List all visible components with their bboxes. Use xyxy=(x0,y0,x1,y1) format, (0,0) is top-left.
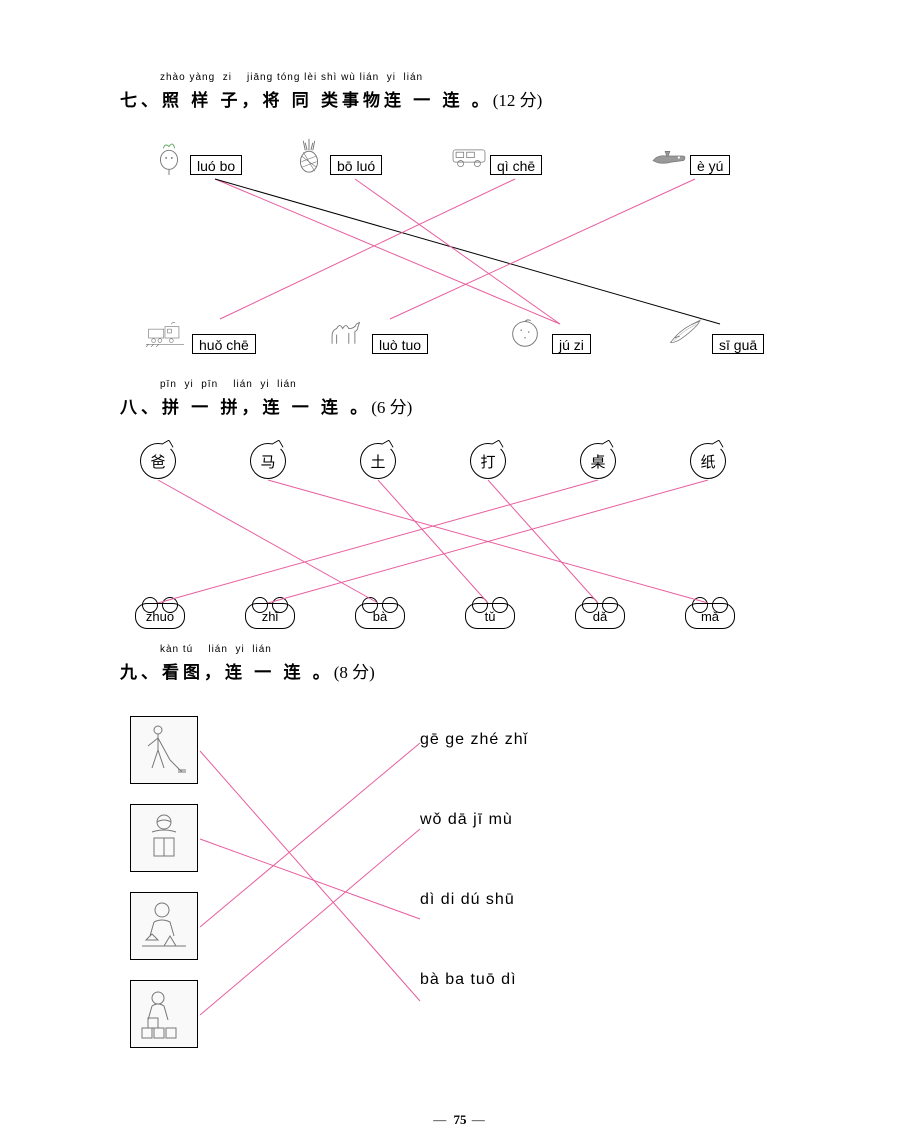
s9-text: wǒ dā jī mù xyxy=(420,811,528,829)
s8-char: 土 xyxy=(360,443,396,479)
s8-char: 爸 xyxy=(140,443,176,479)
section9-ruby: kàn tú lián yi lián xyxy=(160,644,272,655)
s8-char: 桌 xyxy=(580,443,616,479)
s7-label: luò tuo xyxy=(372,334,428,354)
s7-top-item: è yú xyxy=(650,137,730,175)
s8-char: 纸 xyxy=(690,443,726,479)
s8-char: 打 xyxy=(470,443,506,479)
s7-bottom-item: sī guā xyxy=(660,309,764,354)
section8-ruby: pīn yi pīn lián yi lián xyxy=(160,379,297,390)
s7-top-item: luó bo xyxy=(150,137,242,175)
s7-icon-pineapple xyxy=(290,137,328,175)
section9-header: kàn tú lián yi lián 九、看图，连 一 连 。(8 分) xyxy=(120,658,820,683)
s7-label: luó bo xyxy=(190,155,242,175)
section8-points: (6 分) xyxy=(371,398,412,417)
s8-char: 马 xyxy=(250,443,286,479)
s7-icon-orange xyxy=(500,309,550,354)
s9-pic-blocks xyxy=(130,980,198,1048)
s9-text: bà ba tuō dì xyxy=(420,971,528,989)
s7-label: sī guā xyxy=(712,334,764,354)
s9-text: dì di dú shū xyxy=(420,891,528,909)
section8-body: 爸 马 土 打 桌 纸 zhuō zhǐ bà tǔ dǎ mǎ xyxy=(120,428,820,658)
s7-icon-croc xyxy=(650,137,688,175)
s7-bottom-item: luò tuo xyxy=(320,309,428,354)
section7-number: 七、 xyxy=(120,91,162,110)
section7-ruby: zhào yàng zi jiāng tóng lèi shì wù lián … xyxy=(160,72,423,83)
section7-header: zhào yàng zi jiāng tóng lèi shì wù lián … xyxy=(120,86,820,111)
s7-icon-luffa xyxy=(660,309,710,354)
s7-label: bō luó xyxy=(330,155,382,175)
s7-label: è yú xyxy=(690,155,730,175)
s7-icon-radish xyxy=(150,137,188,175)
s7-bottom-item: jú zi xyxy=(500,309,591,354)
s8-pinyin: zhǐ xyxy=(245,603,295,629)
s9-pic-read xyxy=(130,804,198,872)
s9-text: gē ge zhé zhǐ xyxy=(420,731,528,749)
s8-pinyin: tǔ xyxy=(465,603,515,629)
section9-points: (8 分) xyxy=(334,663,375,682)
section9-title: 看图，连 一 连 。 xyxy=(162,663,334,682)
s7-label: jú zi xyxy=(552,334,591,354)
s9-pic-fold xyxy=(130,892,198,960)
section9-body: gē ge zhé zhǐ wǒ dā jī mù dì di dú shū bà b… xyxy=(120,701,820,1061)
s7-icon-train xyxy=(140,309,190,354)
s7-top-item: qì chē xyxy=(450,137,542,175)
s7-bottom-item: huǒ chē xyxy=(140,309,256,354)
section7-title: 照 样 子，将 同 类事物连 一 连 。 xyxy=(162,91,493,110)
section7-body: luó bo bō luó qì chē è yú huǒ chē luò tuo jú … xyxy=(120,119,820,389)
s8-pinyin: mǎ xyxy=(685,603,735,629)
section9-number: 九、 xyxy=(120,663,162,682)
page-number-value: 75 xyxy=(454,1112,467,1127)
s7-label: huǒ chē xyxy=(192,334,256,354)
section8-number: 八、 xyxy=(120,398,162,417)
s8-pinyin: bà xyxy=(355,603,405,629)
page-number: — 75 — xyxy=(0,1112,920,1128)
s8-pinyin: zhuō xyxy=(135,603,185,629)
section7-points: (12 分) xyxy=(493,91,543,110)
s8-pinyin: dǎ xyxy=(575,603,625,629)
section8-header: pīn yi pīn lián yi lián 八、拼 一 拼，连 一 连 。(… xyxy=(120,393,820,418)
s9-pic-mop xyxy=(130,716,198,784)
s7-icon-camel xyxy=(320,309,370,354)
s7-icon-car xyxy=(450,137,488,175)
s7-label: qì chē xyxy=(490,155,542,175)
s7-top-item: bō luó xyxy=(290,137,382,175)
page-content: zhào yàng zi jiāng tóng lèi shì wù lián … xyxy=(120,80,820,1061)
section8-title: 拼 一 拼，连 一 连 。 xyxy=(162,398,371,417)
